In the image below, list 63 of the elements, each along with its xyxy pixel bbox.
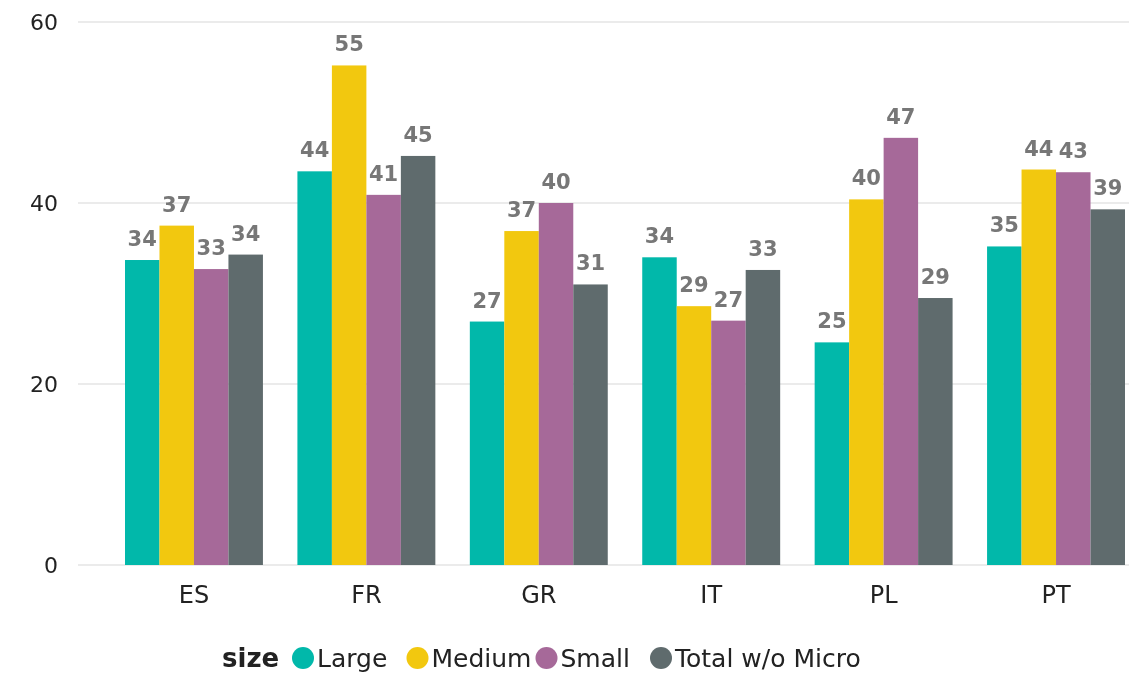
data-label: 29 bbox=[920, 265, 950, 290]
data-label: 41 bbox=[369, 161, 399, 186]
y-tick-label: 20 bbox=[30, 371, 58, 397]
data-label: 40 bbox=[541, 170, 571, 194]
data-label: 33 bbox=[196, 236, 226, 261]
bar bbox=[918, 298, 953, 565]
bar bbox=[1090, 209, 1125, 565]
data-label: 34 bbox=[231, 221, 261, 246]
data-label: 39 bbox=[1093, 176, 1123, 201]
data-label: 27 bbox=[713, 287, 744, 312]
x-tick-label: FR bbox=[351, 581, 382, 609]
legend-label: Small bbox=[560, 644, 630, 673]
data-label: 27 bbox=[472, 288, 502, 313]
data-label: 25 bbox=[817, 309, 847, 334]
bar bbox=[297, 171, 332, 565]
data-label: 37 bbox=[162, 192, 192, 217]
data-label: 29 bbox=[679, 273, 709, 298]
data-label: 44 bbox=[300, 138, 330, 163]
bar bbox=[745, 269, 781, 565]
bar bbox=[193, 269, 229, 565]
bar bbox=[538, 203, 574, 565]
data-label: 33 bbox=[748, 236, 778, 261]
bar bbox=[1021, 169, 1057, 565]
bar bbox=[883, 137, 919, 565]
bar bbox=[573, 284, 608, 565]
data-label: 37 bbox=[506, 198, 537, 223]
bar bbox=[125, 260, 160, 565]
data-label: 40 bbox=[851, 166, 881, 191]
bar bbox=[642, 257, 677, 565]
data-label: 34 bbox=[644, 224, 675, 249]
legend-label: Large bbox=[317, 644, 388, 673]
y-tick-label: 0 bbox=[44, 552, 58, 578]
bar bbox=[504, 231, 539, 565]
x-tick-label: GR bbox=[521, 581, 557, 609]
bar bbox=[228, 254, 263, 565]
data-label: 43 bbox=[1058, 139, 1088, 164]
bar bbox=[711, 320, 746, 565]
bar bbox=[676, 306, 712, 565]
data-label: 45 bbox=[403, 122, 433, 147]
bar bbox=[366, 194, 401, 565]
x-tick-label: PL bbox=[869, 581, 899, 609]
data-label: 47 bbox=[886, 104, 916, 129]
x-tick-label: IT bbox=[700, 581, 723, 609]
bar bbox=[331, 65, 367, 565]
data-label: 44 bbox=[1024, 136, 1054, 161]
bar bbox=[987, 246, 1022, 565]
y-tick-label: 40 bbox=[30, 190, 58, 216]
data-label: 35 bbox=[989, 213, 1019, 238]
bar bbox=[1056, 172, 1091, 565]
x-tick-label: PT bbox=[1041, 581, 1071, 609]
legend-title: size bbox=[222, 643, 280, 673]
bar bbox=[469, 321, 505, 565]
legend-label: Medium bbox=[431, 644, 532, 673]
data-label: 34 bbox=[127, 227, 157, 252]
bar bbox=[159, 225, 194, 565]
data-label: 31 bbox=[575, 251, 606, 276]
y-tick-label: 60 bbox=[30, 9, 58, 35]
data-label: 55 bbox=[334, 32, 364, 57]
legend-label: Total w/o Micro bbox=[674, 644, 861, 673]
x-tick-label: ES bbox=[178, 581, 210, 609]
bar bbox=[400, 155, 436, 565]
bar bbox=[814, 342, 850, 565]
bar bbox=[849, 199, 884, 565]
